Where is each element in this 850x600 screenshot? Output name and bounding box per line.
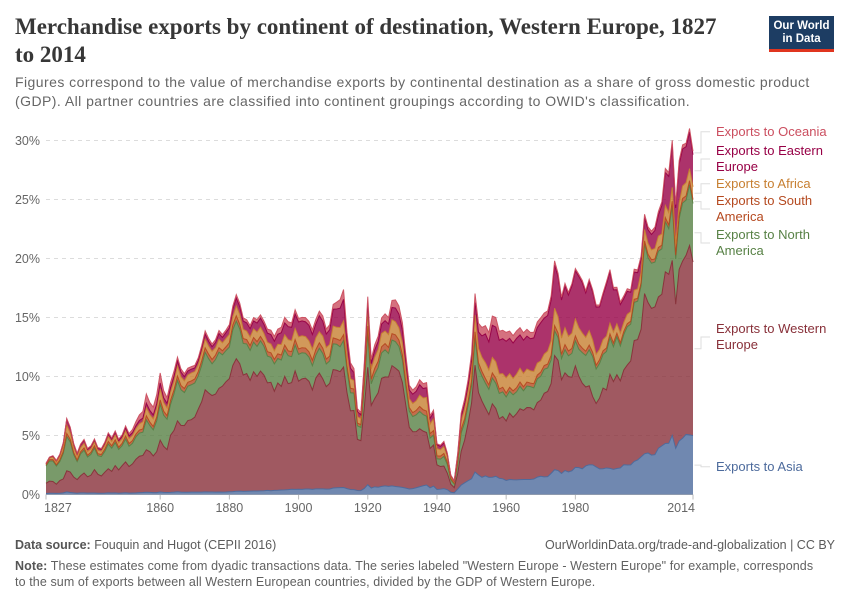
x-tick-label-1880: 1880 — [215, 501, 243, 515]
footer-sources-row: Data source: Fouquin and Hugot (CEPII 20… — [15, 538, 835, 554]
chart-note: Note: These estimates come from dyadic t… — [15, 559, 835, 590]
area-weur[interactable] — [46, 245, 693, 494]
page-title: Merchandise exports by continent of dest… — [15, 14, 717, 67]
y-tick-label-15: 15% — [15, 311, 40, 325]
legend-connector-nam — [694, 232, 710, 244]
owid-url[interactable]: OurWorldinData.org/trade-and-globalizati… — [545, 538, 835, 552]
owid-logo-line2: in Data — [782, 32, 821, 45]
legend-label-eeur[interactable]: Exports to Eastern Europe — [716, 142, 823, 175]
legend-connector-weur — [694, 336, 710, 350]
data-source-line: Data source: Fouquin and Hugot (CEPII 20… — [15, 538, 276, 552]
area-stroke-asia — [45, 433, 694, 494]
legend-connector-sam — [694, 201, 710, 210]
area-eeur[interactable] — [46, 132, 693, 482]
legend-connector-asia — [694, 464, 710, 468]
x-tick-label-1920: 1920 — [354, 501, 382, 515]
y-tick-label-30: 30% — [15, 134, 40, 148]
area-nam[interactable] — [46, 184, 693, 488]
x-tick-label-1860: 1860 — [146, 501, 174, 515]
area-stroke-sam — [45, 180, 694, 485]
owid-logo[interactable]: Our World in Data — [769, 16, 834, 52]
legend-label-sam[interactable]: Exports to South America — [716, 192, 813, 225]
area-stroke-oce — [45, 128, 694, 483]
legend-label-asia[interactable]: Exports to Asia — [716, 458, 803, 474]
x-tick-label-2014: 2014 — [667, 501, 695, 515]
y-tick-label-20: 20% — [15, 252, 40, 266]
y-tick-label-0: 0% — [22, 488, 40, 502]
note-text: These estimates come from dyadic transac… — [15, 559, 814, 589]
legend-connector-oce — [694, 131, 710, 154]
legend-label-nam[interactable]: Exports to North America — [716, 226, 810, 259]
y-tick-label-25: 25% — [15, 193, 40, 207]
area-stroke-weur — [45, 243, 694, 489]
x-tick-label-1940: 1940 — [423, 501, 451, 515]
page-subtitle: Figures correspond to the value of merch… — [15, 74, 810, 109]
x-tick-label-1960: 1960 — [492, 501, 520, 515]
data-source-label: Data source: — [15, 538, 91, 552]
legend-label-weur[interactable]: Exports to Western Europe — [716, 320, 827, 353]
x-tick-label-1827: 1827 — [44, 501, 72, 515]
data-source-text: Fouquin and Hugot (CEPII 2016) — [90, 538, 277, 552]
legend-connector-eeur — [694, 158, 710, 172]
x-tick-label-1900: 1900 — [285, 501, 313, 515]
y-tick-label-5: 5% — [22, 429, 40, 443]
chart-footer: Data source: Fouquin and Hugot (CEPII 20… — [15, 538, 835, 590]
x-tick-label-1980: 1980 — [561, 501, 589, 515]
note-label: Note: — [15, 559, 48, 573]
y-tick-label-10: 10% — [15, 370, 40, 384]
legend-label-afr[interactable]: Exports to Africa — [716, 175, 811, 191]
legend-label-oce[interactable]: Exports to Oceania — [716, 123, 827, 139]
owid-logo-line1: Our World — [773, 19, 830, 32]
legend-connector-afr — [694, 183, 710, 194]
